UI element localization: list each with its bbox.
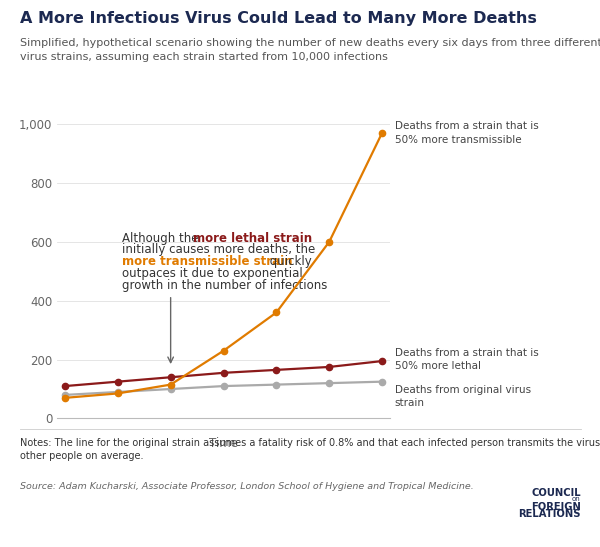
Text: growth in the number of infections: growth in the number of infections — [122, 278, 328, 292]
Text: quickly: quickly — [266, 255, 312, 268]
Text: initially causes more deaths, the: initially causes more deaths, the — [122, 243, 315, 257]
Text: Simplified, hypothetical scenario showing the number of new deaths every six day: Simplified, hypothetical scenario showin… — [20, 38, 600, 62]
Text: on: on — [572, 496, 581, 502]
Text: Notes: The line for the original strain assumes a fatality risk of 0.8% and that: Notes: The line for the original strain … — [20, 438, 600, 461]
Text: Source: Adam Kucharski, Associate Professor, London School of Hygiene and Tropic: Source: Adam Kucharski, Associate Profes… — [20, 482, 473, 491]
Text: COUNCIL: COUNCIL — [531, 488, 581, 498]
Text: Deaths from a strain that is
50% more lethal: Deaths from a strain that is 50% more le… — [395, 348, 539, 371]
Text: Deaths from a strain that is
50% more transmissible: Deaths from a strain that is 50% more tr… — [395, 121, 539, 144]
Text: more transmissible strain: more transmissible strain — [122, 255, 293, 268]
Text: RELATIONS: RELATIONS — [518, 509, 581, 519]
Text: Deaths from original virus
strain: Deaths from original virus strain — [395, 385, 531, 408]
Text: outpaces it due to exponential: outpaces it due to exponential — [122, 267, 303, 280]
Text: Although the: Although the — [122, 231, 202, 245]
Text: A More Infectious Virus Could Lead to Many More Deaths: A More Infectious Virus Could Lead to Ma… — [20, 11, 536, 26]
Text: Time: Time — [209, 437, 238, 450]
Text: FOREIGN: FOREIGN — [531, 502, 581, 511]
Text: more lethal strain: more lethal strain — [193, 231, 313, 245]
